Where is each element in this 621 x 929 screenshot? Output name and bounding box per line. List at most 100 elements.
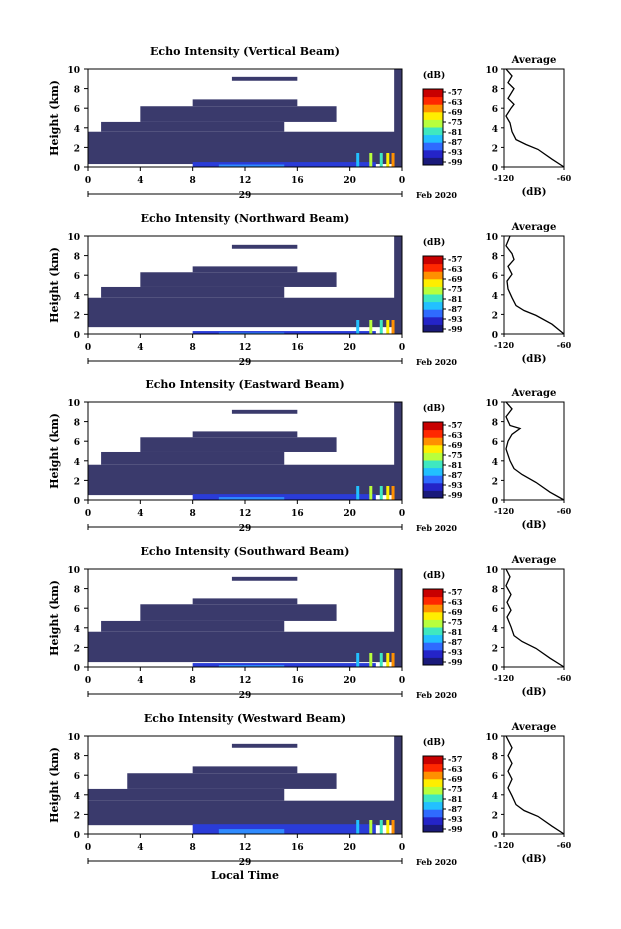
day-label: 29	[239, 191, 252, 201]
colorbar-swatch	[423, 157, 443, 166]
colorbar-tick-label: -69	[448, 107, 463, 117]
profile-x-label: (dB)	[522, 520, 547, 531]
colorbar-tick-label: -75	[448, 117, 462, 127]
echo-spike	[379, 820, 383, 834]
profile-y-tick-label: 2	[492, 477, 498, 487]
colorbar-swatch	[423, 278, 443, 287]
x-tick-label: 20	[343, 843, 356, 853]
colorbar-swatch	[423, 301, 443, 310]
colorbar-tick-label: -69	[448, 607, 463, 617]
profile-x-tick-label: -60	[557, 506, 572, 516]
x-tick-label: 8	[190, 843, 196, 853]
profile-y-tick-label: 8	[492, 419, 498, 429]
colorbar-swatch	[423, 604, 443, 613]
colorbar-swatch	[423, 444, 443, 453]
x-tick-label: 8	[190, 676, 196, 686]
profile-x-tick-label: -120	[494, 840, 514, 850]
colorbar-tick-label: -75	[448, 617, 462, 627]
x-tick-label: 0	[399, 843, 405, 853]
colorbar-unit: (dB)	[423, 570, 445, 581]
echo-band	[88, 464, 402, 496]
x-tick-label: 16	[291, 843, 304, 853]
colorbar-swatch	[423, 309, 443, 318]
echo-band	[192, 266, 298, 273]
colorbar-tick-label: -63	[448, 430, 463, 440]
colorbar-swatch	[423, 589, 443, 598]
colorbar-tick-label: -57	[448, 587, 462, 597]
profile-frame	[503, 568, 565, 668]
profile-frame	[503, 235, 565, 335]
echo-spike	[391, 486, 395, 500]
colorbar-swatch	[423, 482, 443, 491]
y-tick-label: 8	[74, 753, 80, 763]
colorbar-tick-label: -75	[448, 784, 462, 794]
x-tick-label: 0	[399, 343, 405, 353]
y-tick-label: 10	[67, 66, 80, 76]
echo-spike	[386, 153, 390, 167]
x-tick-label: 20	[343, 176, 356, 186]
profile-line	[505, 568, 565, 668]
y-tick-label: 8	[74, 253, 80, 263]
panel-title: Echo Intensity (Vertical Beam)	[150, 45, 340, 58]
colorbar-frame	[422, 421, 444, 499]
echo-spike	[391, 320, 395, 334]
y-tick-label: 4	[74, 792, 80, 802]
y-tick-label: 8	[74, 86, 80, 96]
echo-spike	[356, 486, 360, 500]
colorbar-swatch	[423, 429, 443, 438]
colorbar-swatch	[423, 149, 443, 158]
x-axis-label: Local Time	[211, 869, 279, 882]
x-tick-label: 0	[85, 676, 91, 686]
echo-band	[101, 286, 285, 298]
colorbar-swatch	[423, 89, 443, 98]
colorbar-frame	[422, 88, 444, 166]
x-tick-label: 8	[190, 509, 196, 519]
y-tick-label: 10	[67, 399, 80, 409]
colorbar-swatch	[423, 134, 443, 143]
month-label: Feb 2020	[416, 690, 457, 700]
colorbar-swatch	[423, 437, 443, 446]
x-tick-label: 4	[137, 843, 143, 853]
profile-y-tick-label: 0	[492, 664, 498, 674]
colorbar-tick-label: -69	[448, 274, 463, 284]
colorbar-swatch	[423, 467, 443, 476]
colorbar-swatch	[423, 649, 443, 658]
month-label: Feb 2020	[416, 357, 457, 367]
profile-y-tick-label: 4	[492, 125, 498, 135]
colorbar-tick-label: -57	[448, 754, 462, 764]
echo-strong-core	[218, 665, 285, 667]
echo-band	[192, 99, 298, 107]
profile-frame	[503, 735, 565, 835]
profile-line	[505, 735, 565, 835]
colorbar-swatch	[423, 294, 443, 303]
colorbar-swatch	[423, 324, 443, 333]
y-tick-label: 10	[67, 233, 80, 243]
y-tick-label: 4	[74, 625, 80, 635]
day-label: 29	[239, 858, 252, 868]
colorbar-tick-label: -81	[448, 794, 462, 804]
echo-spike	[386, 820, 390, 834]
echo-band	[101, 121, 285, 132]
y-tick-label: 2	[74, 811, 80, 821]
day-label: 29	[239, 691, 252, 701]
profile-x-tick-label: -120	[494, 340, 514, 350]
profile-y-tick-label: 10	[485, 566, 498, 576]
x-tick-label: 4	[137, 676, 143, 686]
colorbar-swatch	[423, 763, 443, 772]
echo-spike	[391, 820, 395, 834]
y-axis-label: Height (km)	[48, 747, 61, 823]
colorbar-tick-label: -63	[448, 764, 463, 774]
y-tick-label: 2	[74, 644, 80, 654]
echo-strong-core	[218, 829, 285, 834]
y-tick-label: 2	[74, 477, 80, 487]
x-tick-label: 12	[239, 343, 252, 353]
x-tick-label: 16	[291, 343, 304, 353]
colorbar-swatch	[423, 316, 443, 325]
colorbar-swatch	[423, 271, 443, 280]
echo-band	[394, 569, 402, 667]
panel-title: Echo Intensity (Southward Beam)	[141, 545, 350, 558]
month-label: Feb 2020	[416, 523, 457, 533]
profile-line	[505, 401, 565, 501]
day-label: 29	[239, 358, 252, 368]
y-tick-label: 6	[74, 772, 80, 782]
